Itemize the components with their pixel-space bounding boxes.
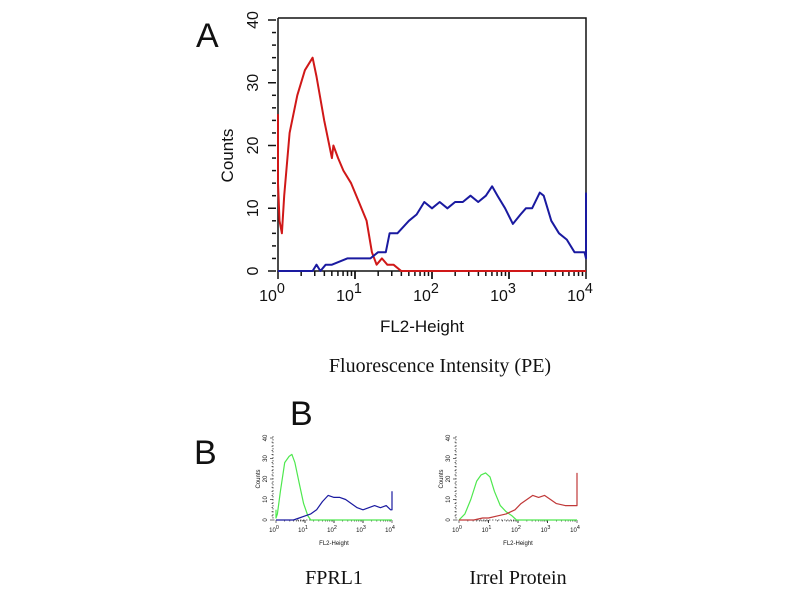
series-line-fprl1	[276, 491, 393, 521]
y-tick-label: 40	[446, 434, 452, 441]
chart-caption: FPRL1	[305, 567, 363, 589]
y-tick-label: 30	[263, 455, 269, 462]
x-axis-label: FL2-Height	[319, 541, 349, 547]
chart-main: 0 10 20 30 40 100 101 102 103 104 FL2-Height Counts…	[218, 11, 593, 377]
x-tick-label: 101	[482, 525, 492, 534]
y-tick-label: 40	[263, 434, 269, 441]
plot-frame	[277, 17, 587, 272]
x-axis-label: FL2-Height	[380, 317, 464, 336]
y-tick-label: 20	[446, 475, 452, 482]
y-tick-label: 0	[446, 518, 452, 522]
x-tick-label: 102	[511, 525, 521, 534]
y-axis-label: Counts	[439, 469, 445, 488]
y-tick-label: 30	[245, 74, 262, 92]
x-tick-label: 104	[567, 281, 593, 305]
x-tick-label: 100	[452, 525, 462, 534]
series-line-control	[458, 472, 577, 521]
y-tick-label: 20	[245, 137, 262, 155]
x-tick-label: 104	[570, 525, 580, 534]
x-tick-label: 104	[385, 525, 395, 534]
plot-axes	[272, 436, 392, 521]
x-tick-label: 101	[298, 525, 308, 534]
x-tick-label: 101	[336, 281, 362, 305]
x-tick-label: 100	[259, 281, 285, 305]
y-tick-label: 10	[263, 496, 269, 503]
x-axis-label: FL2-Height	[503, 541, 533, 547]
y-axis-label: Counts	[256, 469, 262, 488]
y-tick-label: 0	[263, 518, 269, 522]
series-line-control	[275, 453, 392, 521]
panel-label-b-top: B	[290, 395, 313, 433]
y-tick-label: 10	[245, 199, 262, 217]
x-tick-label: 102	[327, 525, 337, 534]
x-tick-label: 103	[356, 525, 366, 534]
series-line-control	[277, 56, 586, 272]
y-tick-label: 0	[245, 266, 262, 275]
y-tick-label: 10	[446, 496, 452, 503]
chart-fprl1: 0 10 20 30 40 100 101 102 103 104 FL2-Height Counts…	[256, 434, 395, 589]
y-tick-label: 30	[446, 455, 452, 462]
x-tick-label: 102	[413, 281, 439, 305]
chart-irrel: 0 10 20 30 40 100 101 102 103 104 FL2-Height Counts…	[439, 434, 580, 589]
x-tick-label: 103	[490, 281, 516, 305]
y-tick-label: 20	[263, 475, 269, 482]
y-tick-label: 40	[245, 11, 262, 29]
y-axis-label: Counts	[218, 129, 237, 183]
x-tick-label: 100	[269, 525, 279, 534]
panel-label-a: A	[196, 17, 219, 55]
chart-caption: Irrel Protein	[469, 567, 566, 589]
x-tick-label: 103	[541, 525, 551, 534]
chart-caption: Fluorescence Intensity (PE)	[329, 355, 551, 377]
series-line-sample	[278, 185, 587, 272]
series-line-irrel-protein	[459, 472, 578, 521]
panel-label-b: B	[194, 434, 217, 472]
